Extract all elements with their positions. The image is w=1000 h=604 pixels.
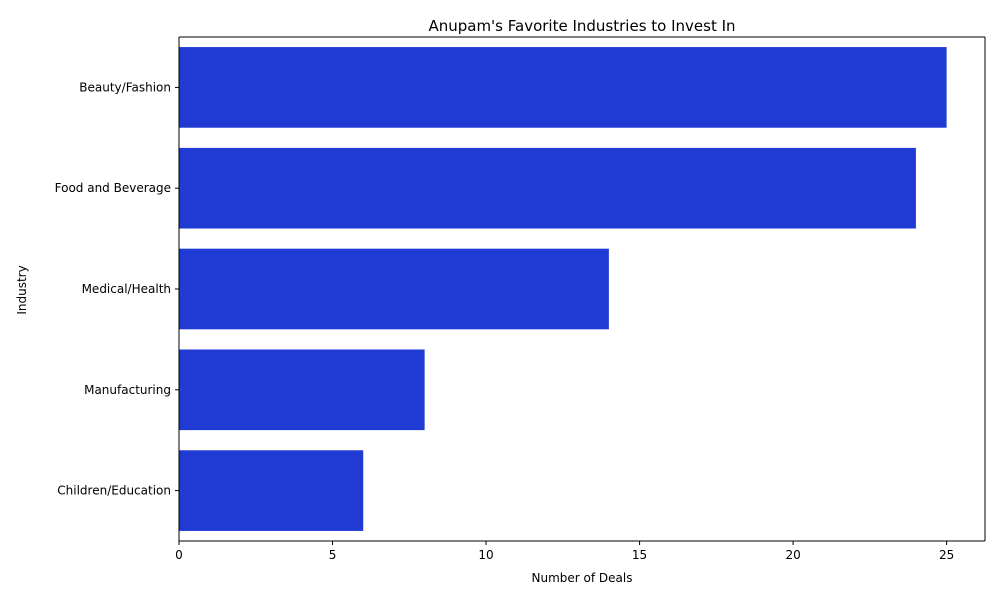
chart-title: Anupam's Favorite Industries to Invest I… xyxy=(428,17,735,35)
bar xyxy=(179,147,916,229)
bars-layer xyxy=(179,47,947,531)
y-axis-label: Industry xyxy=(15,265,29,314)
y-tick-label: Beauty/Fashion xyxy=(79,80,171,94)
y-tick-label: Children/Education xyxy=(57,484,171,498)
ticks-layer: Beauty/Fashion Food and Beverage Medical/H… xyxy=(55,80,955,562)
y-tick-label: Manufacturing xyxy=(84,383,171,397)
bar xyxy=(179,47,947,128)
y-tick-label: Food and Beverage xyxy=(55,181,171,195)
bar xyxy=(179,248,609,330)
x-axis-label: Number of Deals xyxy=(532,571,633,585)
x-tick-label: 20 xyxy=(785,548,800,562)
x-tick-label: 15 xyxy=(632,548,647,562)
bar xyxy=(179,349,425,431)
x-tick-label: 25 xyxy=(939,548,954,562)
x-tick-label: 10 xyxy=(478,548,493,562)
x-tick-label: 0 xyxy=(175,548,183,562)
y-tick-label: Medical/Health xyxy=(82,282,171,296)
x-tick-label: 5 xyxy=(329,548,337,562)
bar xyxy=(179,450,364,531)
